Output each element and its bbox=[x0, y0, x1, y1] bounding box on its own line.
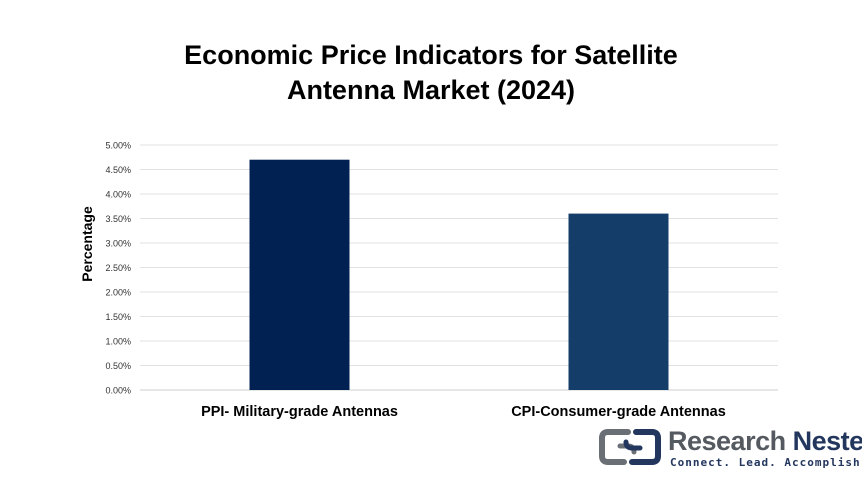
bar bbox=[568, 213, 669, 390]
y-tick-label: 1.50% bbox=[105, 312, 131, 322]
y-tick-label: 5.00% bbox=[105, 141, 131, 151]
bar bbox=[249, 159, 350, 390]
logo-tagline: Connect. Lead. Accomplish bbox=[670, 456, 861, 469]
logo-mark-icon bbox=[599, 429, 661, 465]
y-tick-label: 0.50% bbox=[105, 361, 131, 371]
logo-name: Research Nester bbox=[668, 426, 862, 456]
y-tick-label: 4.50% bbox=[105, 165, 131, 175]
y-tick-label: 3.50% bbox=[105, 214, 131, 224]
research-nester-logo: Research Nester Connect. Lead. Accomplis… bbox=[598, 426, 862, 472]
y-tick-label: 0.00% bbox=[105, 386, 131, 396]
y-tick-label: 3.00% bbox=[105, 239, 131, 249]
y-tick-label: 4.00% bbox=[105, 190, 131, 200]
y-tick-label: 2.00% bbox=[105, 288, 131, 298]
chart-title: Economic Price Indicators for Satellite … bbox=[184, 40, 678, 105]
y-tick-label: 1.00% bbox=[105, 337, 131, 347]
y-axis-label: Percentage bbox=[79, 206, 95, 282]
y-tick-label: 2.50% bbox=[105, 263, 131, 273]
x-tick-label: PPI- Military-grade Antennas bbox=[201, 404, 398, 420]
x-tick-label: CPI-Consumer-grade Antennas bbox=[511, 404, 726, 420]
